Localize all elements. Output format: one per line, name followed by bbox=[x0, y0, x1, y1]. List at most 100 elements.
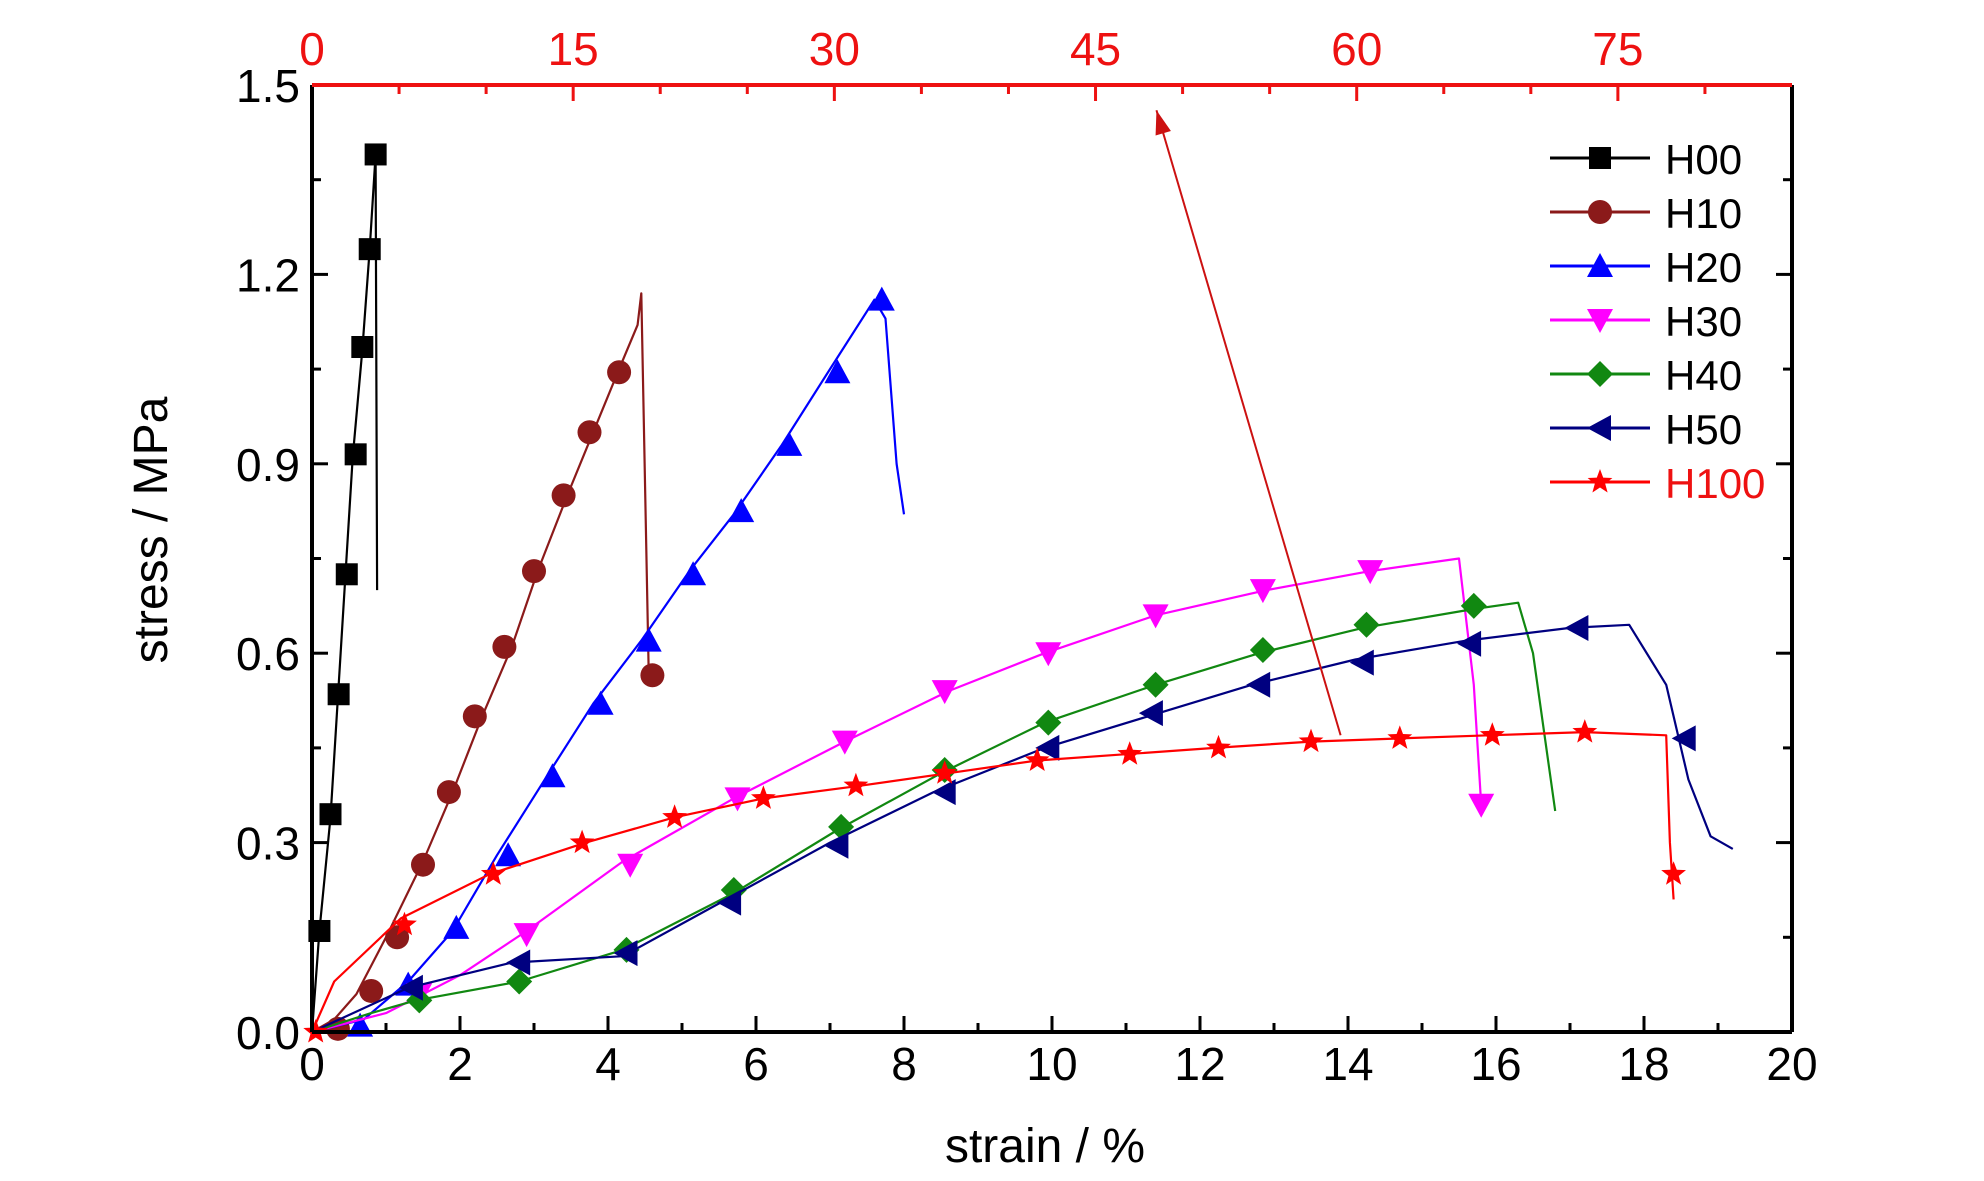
x-tick-label: 10 bbox=[1026, 1038, 1077, 1090]
data-point-h100 bbox=[480, 861, 506, 885]
data-point-h10 bbox=[411, 852, 435, 877]
data-point-h00 bbox=[358, 238, 381, 261]
data-point-h30 bbox=[513, 923, 540, 948]
data-point-h20 bbox=[635, 627, 662, 652]
x-tick-label: 14 bbox=[1322, 1038, 1373, 1090]
top-axis-ticks: 0 15 30 45 60 75 bbox=[299, 23, 1707, 101]
data-point-h50 bbox=[398, 974, 423, 1001]
series-line-h10 bbox=[311, 292, 650, 1033]
series-h30 bbox=[311, 557, 1495, 1034]
data-point-h50 bbox=[1138, 700, 1163, 727]
data-point-h40 bbox=[1249, 637, 1276, 664]
data-point-h50 bbox=[824, 832, 849, 859]
data-point-h50 bbox=[1349, 649, 1374, 676]
data-point-h50 bbox=[1246, 671, 1271, 698]
legend-item-h100: H100 bbox=[1550, 460, 1765, 507]
data-point-h40 bbox=[828, 813, 855, 840]
legend-label: H50 bbox=[1665, 406, 1742, 453]
data-point-h00 bbox=[335, 563, 358, 586]
x2-tick-label: 45 bbox=[1070, 23, 1121, 75]
legend-marker bbox=[1589, 147, 1611, 169]
y-tick-label: 0.0 bbox=[236, 1007, 300, 1059]
data-point-h00 bbox=[344, 443, 367, 466]
series-h50 bbox=[311, 614, 1734, 1033]
data-point-h30 bbox=[1035, 642, 1062, 667]
legend-item-h40: H40 bbox=[1550, 352, 1742, 399]
left-axis-ticks: 0.0 0.3 0.6 0.9 1.2 1.5 bbox=[236, 60, 1792, 1059]
legend-item-h00: H00 bbox=[1550, 136, 1742, 183]
legend-marker bbox=[1587, 361, 1613, 387]
data-point-h50 bbox=[931, 779, 956, 806]
series-line-h50 bbox=[311, 623, 1734, 1033]
data-point-h10 bbox=[436, 780, 461, 805]
series-line-h40 bbox=[311, 601, 1557, 1034]
legend-marker bbox=[1587, 469, 1613, 493]
data-point-h10 bbox=[359, 978, 384, 1003]
data-point-h20 bbox=[443, 914, 470, 939]
data-point-h50 bbox=[1564, 614, 1589, 641]
x2-tick-label: 60 bbox=[1331, 23, 1382, 75]
x-tick-label: 12 bbox=[1174, 1038, 1225, 1090]
data-point-h40 bbox=[1460, 592, 1487, 619]
x-tick-label: 8 bbox=[891, 1038, 917, 1090]
x-tick-label: 20 bbox=[1766, 1038, 1817, 1090]
data-point-h100 bbox=[1024, 747, 1050, 771]
legend-item-h30: H30 bbox=[1550, 298, 1742, 345]
legend-item-h50: H50 bbox=[1550, 406, 1742, 453]
plot-frame bbox=[310, 83, 1794, 1034]
x-tick-label: 0 bbox=[299, 1038, 325, 1090]
x2-tick-label: 0 bbox=[299, 23, 325, 75]
y-tick-label: 0.9 bbox=[236, 439, 300, 491]
data-point-h100 bbox=[662, 804, 687, 828]
data-point-h00 bbox=[319, 803, 342, 826]
bottom-axis-ticks: 0 2 4 6 8 10 12 14 16 18 20 bbox=[299, 1016, 1818, 1090]
x-tick-label: 2 bbox=[447, 1038, 473, 1090]
data-point-h20 bbox=[539, 763, 566, 788]
data-point-h20 bbox=[680, 561, 707, 586]
y-tick-label: 0.3 bbox=[236, 818, 300, 870]
legend-marker bbox=[1587, 253, 1613, 277]
data-point-h10 bbox=[551, 483, 576, 508]
data-point-h30 bbox=[831, 730, 858, 755]
data-point-h20 bbox=[587, 690, 614, 715]
data-point-h30 bbox=[617, 853, 644, 878]
data-point-h20 bbox=[776, 431, 803, 456]
series-h20 bbox=[311, 286, 906, 1037]
legend-marker bbox=[1587, 309, 1613, 333]
series-h100 bbox=[303, 719, 1686, 1043]
data-point-h10 bbox=[385, 925, 410, 950]
data-point-h30 bbox=[1357, 560, 1384, 585]
data-point-h10 bbox=[577, 420, 602, 445]
series-h40 bbox=[311, 592, 1557, 1034]
data-point-h50 bbox=[1035, 734, 1060, 761]
data-point-h30 bbox=[724, 787, 751, 812]
legend-marker bbox=[1588, 200, 1612, 224]
annotation-arrow-head bbox=[1155, 110, 1171, 136]
data-point-h10 bbox=[522, 559, 546, 584]
legend-label: H100 bbox=[1665, 460, 1765, 507]
data-point-h40 bbox=[506, 968, 533, 995]
x2-tick-label: 30 bbox=[809, 23, 860, 75]
x2-tick-label: 75 bbox=[1592, 23, 1643, 75]
data-point-h20 bbox=[728, 498, 755, 523]
data-point-h100 bbox=[932, 760, 958, 784]
data-point-h100 bbox=[1298, 728, 1324, 753]
data-point-h100 bbox=[1206, 734, 1231, 759]
legend: H00 H10 H20 H30 H40 H50 H100 bbox=[1550, 136, 1765, 507]
data-point-h00 bbox=[364, 143, 387, 166]
series-h10 bbox=[311, 292, 665, 1041]
series-line-h00 bbox=[310, 153, 379, 1033]
data-point-h30 bbox=[1468, 793, 1495, 818]
data-point-h50 bbox=[613, 940, 638, 967]
legend-label: H20 bbox=[1665, 244, 1742, 291]
legend-label: H10 bbox=[1665, 190, 1742, 237]
legend-label: H00 bbox=[1665, 136, 1742, 183]
data-point-h100 bbox=[569, 829, 595, 854]
data-point-h20 bbox=[868, 286, 895, 311]
x-axis-label: strain / % bbox=[945, 1120, 1145, 1173]
x-tick-label: 16 bbox=[1470, 1038, 1521, 1090]
y-tick-label: 0.6 bbox=[236, 628, 300, 680]
legend-item-h10: H10 bbox=[1550, 190, 1742, 237]
legend-marker bbox=[1587, 415, 1611, 441]
